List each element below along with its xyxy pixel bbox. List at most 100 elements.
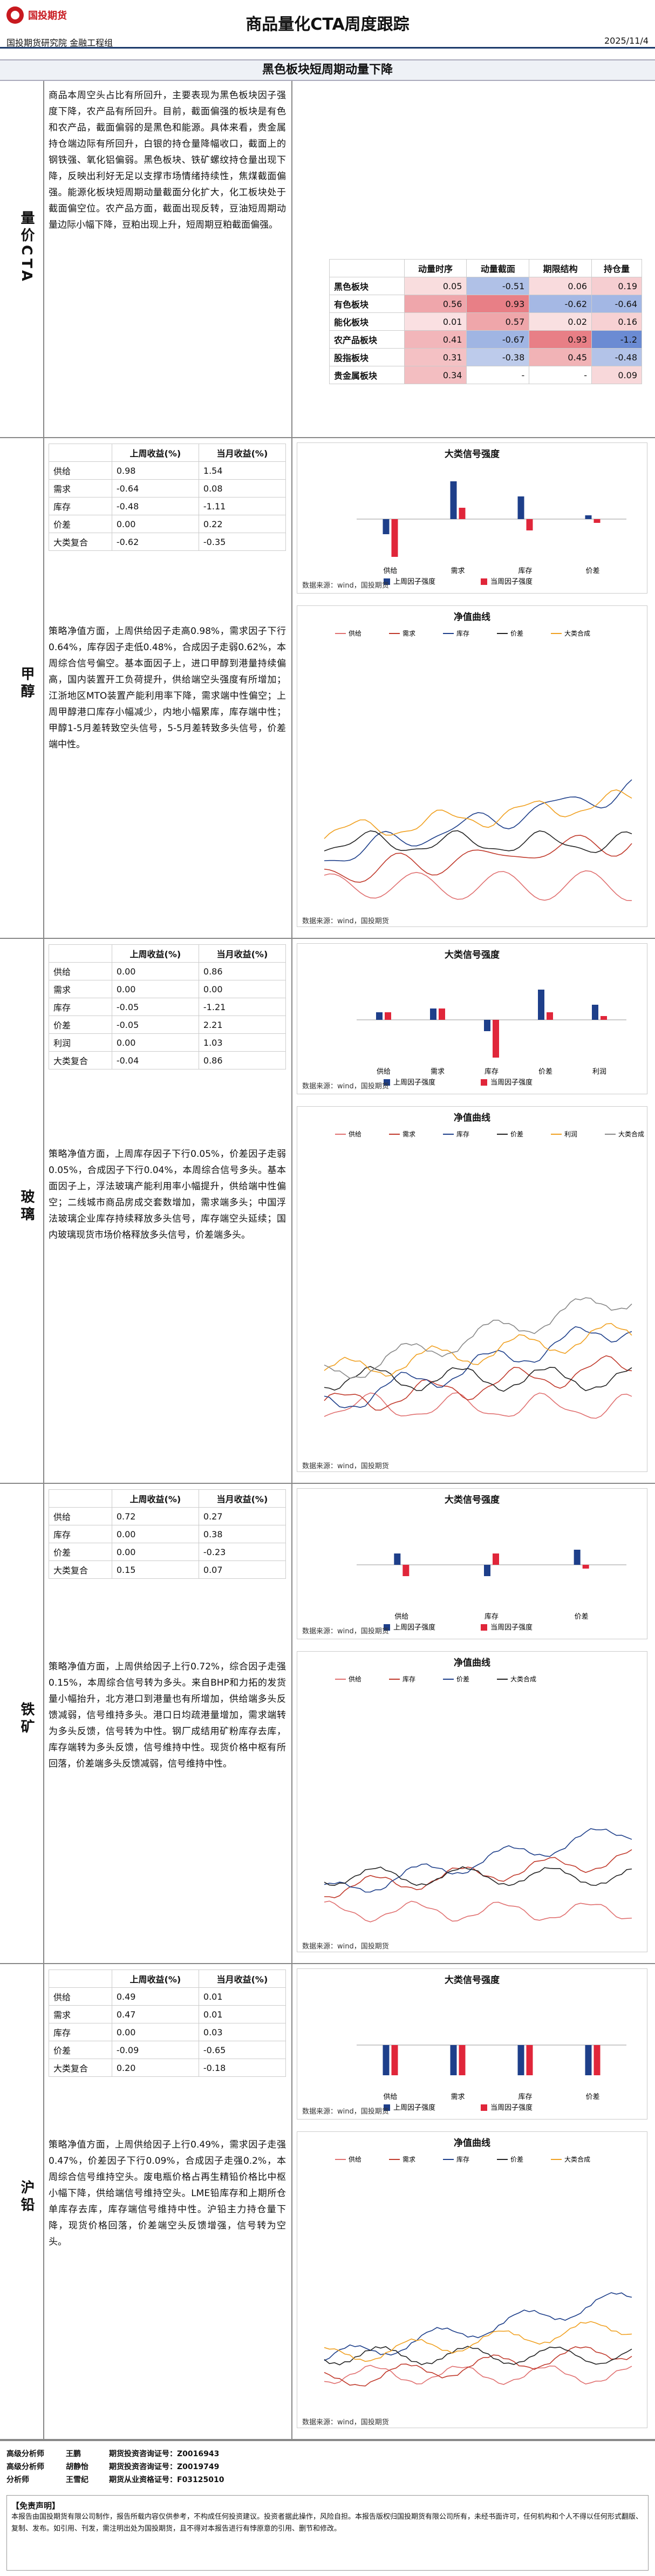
table-row: 供给 0.49 0.01 <box>49 1987 286 2006</box>
return-table: 上周收益(%) 当月收益(%) 供给 0.49 0.01 需求 0.47 0.01 库存 0.00… <box>49 1970 286 2077</box>
value-cell: -0.64 <box>111 479 199 498</box>
bar <box>459 2045 466 2075</box>
bar <box>459 508 466 519</box>
table-header-row: 上周收益(%) 当月收益(%) <box>49 944 286 963</box>
value-cell: 0.01 <box>198 1987 286 2006</box>
category-label: 需求 <box>431 1068 445 1076</box>
factor-cell: -0.64 <box>591 295 642 313</box>
chart-source: 数据来源：wind，国投期货 <box>302 1943 389 1951</box>
divider <box>291 438 292 938</box>
bar <box>526 2045 533 2075</box>
table-row: 库存 0.00 0.38 <box>49 1525 286 1543</box>
category-label: 库存 <box>518 567 532 575</box>
table-row: 大类复合 0.15 0.07 <box>49 1560 286 1579</box>
return-table: 上周收益(%) 当月收益(%) 供给 0.72 0.27 库存 0.00 0.38 价差 0.00… <box>49 1489 286 1579</box>
legend-label: 供给 <box>349 1675 361 1683</box>
table-row: 大类复合 0.20 -0.18 <box>49 2059 286 2077</box>
row-label: 库存 <box>49 497 112 515</box>
analyst-role: 高级分析师 <box>6 2463 44 2471</box>
table-row: 黑色板块 0.05 -0.51 0.06 0.19 <box>329 277 642 295</box>
chart-source: 数据来源：wind，国投期货 <box>302 1462 389 1470</box>
series-line <box>324 2292 632 2361</box>
value-cell: 0.00 <box>111 980 199 998</box>
legend-label: 上周因子强度 <box>393 1078 435 1087</box>
factor-cell: 0.45 <box>529 348 592 366</box>
factor-cell: - <box>466 366 530 384</box>
legend-label: 需求 <box>402 1130 415 1138</box>
series-line <box>324 835 632 883</box>
legend-label: 库存 <box>456 629 469 637</box>
bar <box>450 2045 457 2075</box>
factor-cell: 0.31 <box>404 348 467 366</box>
bar <box>383 519 390 534</box>
factor-cell: 0.19 <box>591 277 642 295</box>
table-row: 需求 0.47 0.01 <box>49 2005 286 2023</box>
legend-label: 供给 <box>349 630 361 637</box>
strategy-text: 策略净值方面，上周供给因子上行0.72%，综合因子走强0.15%，本周综合信号转… <box>49 1661 286 1769</box>
value-cell: -0.62 <box>111 533 199 551</box>
factor-cell: -0.67 <box>466 330 530 349</box>
table-row: 价差 0.00 0.22 <box>49 515 286 533</box>
row-label: 需求 <box>49 479 112 498</box>
bar <box>484 1565 490 1576</box>
value-cell: -0.65 <box>198 2041 286 2059</box>
bar <box>601 1016 607 1020</box>
bar <box>585 2045 592 2075</box>
legend-label: 当周因子强度 <box>490 1078 533 1087</box>
chart-title: 大类信号强度 <box>445 1495 500 1505</box>
chart-source: 数据来源：wind，国投期货 <box>302 917 389 925</box>
analyst-list: 高级分析师 王鹏 期货投资咨询证号：Z0016943 高级分析师 胡静怡 期货投资咨询证号… <box>6 2448 384 2486</box>
bar <box>391 519 398 557</box>
divider <box>43 81 44 437</box>
value-cell: -1.21 <box>198 998 286 1016</box>
row-label: 库存 <box>49 2023 112 2041</box>
factor-cell: 0.93 <box>466 295 530 313</box>
summary-section: 量价CTA 商品本周空头占比有所回升，主要表现为黑色板块因子强度下降，农产品有所… <box>0 81 655 437</box>
section-divider <box>0 1483 655 1484</box>
footer: 高级分析师 王鹏 期货投资咨询证号：Z0016943 高级分析师 胡静怡 期货投资咨询证号… <box>0 2440 655 2576</box>
value-cell: 0.00 <box>111 1525 199 1543</box>
factor-cell: -0.51 <box>466 277 530 295</box>
value-cell: -0.05 <box>111 1016 199 1034</box>
line-chart-svg: 供给 库存 价差 大类合成 <box>324 1675 632 1923</box>
legend-label: 价差 <box>510 2156 523 2163</box>
table-header-row: 上周收益(%) 当月收益(%) <box>49 444 286 462</box>
section-divider <box>0 437 655 438</box>
value-cell: 0.01 <box>198 2005 286 2023</box>
row-label: 大类复合 <box>49 533 112 551</box>
report-title: 商品量化CTA周度跟踪 <box>245 15 410 34</box>
divider <box>43 1484 44 1963</box>
value-cell: 0.86 <box>198 1051 286 1069</box>
table-header-row: 上周收益(%) 当月收益(%) <box>49 1489 286 1508</box>
nav-curve-chart: 净值曲线 供给 需求 库存 价差 大类合成 <box>297 2131 647 2428</box>
series-line <box>324 1326 632 1408</box>
value-cell: 0.07 <box>198 1560 286 1579</box>
value-cell: -1.11 <box>198 497 286 515</box>
bar <box>493 1020 499 1058</box>
value-cell: 0.03 <box>198 2023 286 2041</box>
value-cell: -0.04 <box>111 1051 199 1069</box>
column-header: 期限结构 <box>529 259 592 277</box>
return-table: 上周收益(%) 当月收益(%) 供给 0.00 0.86 需求 0.00 0.00 库存 -0.0… <box>49 944 286 1069</box>
factor-cell: -0.62 <box>529 295 592 313</box>
legend-label: 大类合成 <box>618 1130 644 1138</box>
legend-swatch <box>384 2104 390 2111</box>
row-label: 农产品板块 <box>329 330 405 349</box>
table-row: 库存 -0.05 -1.21 <box>49 998 286 1016</box>
bar <box>450 481 457 519</box>
column-header: 持仓量 <box>591 259 642 277</box>
legend-label: 需求 <box>402 2156 415 2163</box>
bar <box>582 1565 589 1569</box>
line-chart-svg: 供给 需求 库存 价差 大类合成 <box>324 629 632 901</box>
legend-label: 大类合成 <box>510 1675 536 1683</box>
section-1: 玻璃 上周收益(%) 当月收益(%) 供给 0.00 0.86 需求 0.00 0.00 库存 -0… <box>0 939 655 1483</box>
category-label: 利润 <box>592 1068 606 1076</box>
series-line <box>324 830 632 853</box>
category-label: 价差 <box>538 1068 552 1076</box>
category-label: 价差 <box>575 1613 589 1621</box>
series-line <box>324 1392 632 1419</box>
value-cell: 2.21 <box>198 1016 286 1034</box>
analyst-cert: 期货投资咨询证号：Z0016943 <box>109 2450 220 2458</box>
value-cell: 1.03 <box>198 1033 286 1052</box>
value-cell: 0.00 <box>111 2023 199 2041</box>
